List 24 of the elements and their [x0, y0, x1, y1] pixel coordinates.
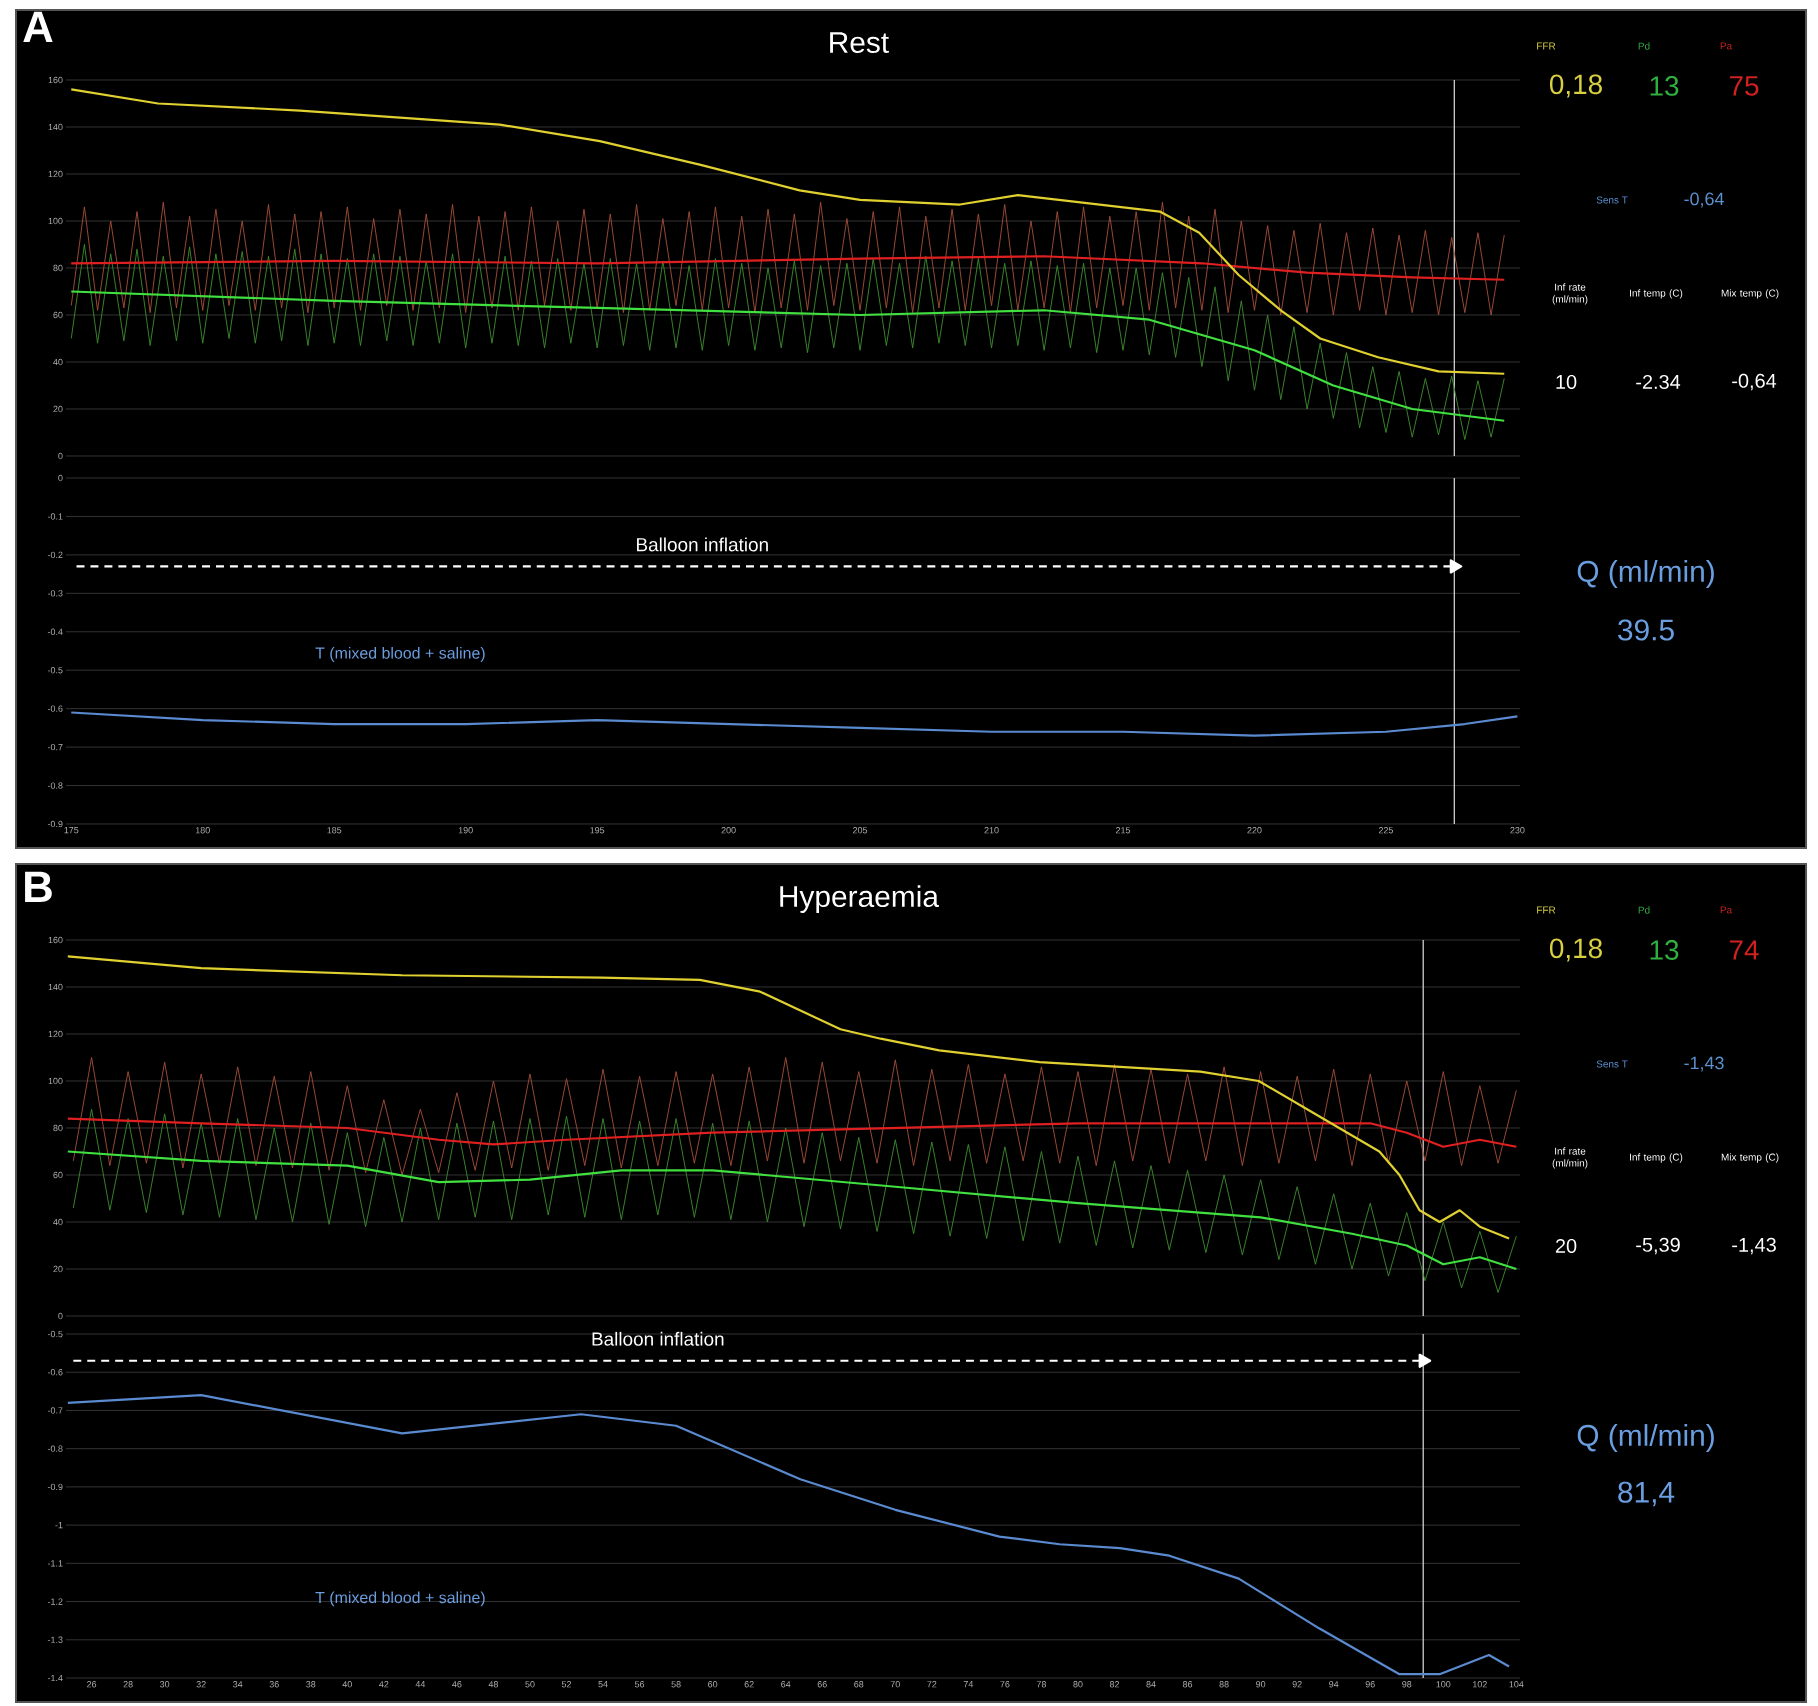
text: 13 [1650, 940, 1679, 960]
text: A [23, 11, 53, 42]
text: 81,4 [1618, 1481, 1675, 1507]
text: Q (ml/min) [1577, 560, 1714, 588]
text: 20 [1555, 1238, 1577, 1254]
text: 39.5 [1618, 619, 1674, 641]
text: 13 [1650, 76, 1679, 96]
text: -0,64 [1684, 192, 1724, 208]
text: -1,43 [1684, 1056, 1724, 1072]
chart-title: Hyperaemia [780, 885, 939, 914]
text: 10 [1556, 374, 1577, 390]
text: 0,18 [1549, 74, 1602, 98]
text: Q (ml/min) [1577, 1424, 1714, 1452]
text: B [25, 871, 52, 902]
text: 75 [1729, 76, 1759, 96]
text: -0,64 [1732, 373, 1777, 391]
text: 0,18 [1549, 938, 1602, 962]
text: -2.34 [1636, 374, 1681, 390]
text: -5,39 [1636, 1237, 1680, 1255]
annotation: Balloon inflation [592, 1331, 724, 1346]
annotation: Balloon inflation [637, 537, 768, 552]
chart-title: Rest [830, 32, 889, 54]
text: 74 [1729, 940, 1759, 960]
text: -1,43 [1732, 1237, 1776, 1255]
